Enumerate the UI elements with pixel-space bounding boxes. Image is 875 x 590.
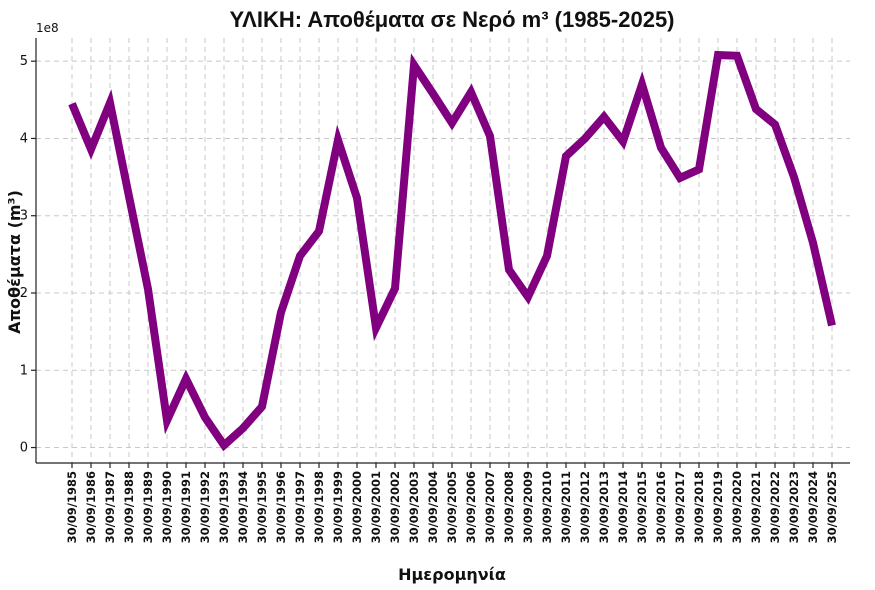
x-tick-label: 30/09/2010: [540, 471, 554, 543]
y-axis-label: Αποθέματα (m³): [5, 190, 24, 334]
x-tick-label: 30/09/2018: [692, 471, 706, 543]
x-tick-label: 30/09/2001: [369, 471, 383, 543]
x-tick-label: 30/09/2005: [445, 471, 459, 543]
x-tick-label: 30/09/2015: [635, 471, 649, 543]
x-tick-label: 30/09/2009: [521, 471, 535, 543]
x-tick-label: 30/09/1985: [65, 471, 79, 543]
y-tick-label: 2: [20, 286, 28, 301]
x-tick-label: 30/09/2019: [711, 471, 725, 543]
x-tick-label: 30/09/2021: [749, 471, 763, 543]
x-tick-label: 30/09/1990: [160, 471, 174, 543]
x-tick-label: 30/09/1996: [274, 471, 288, 543]
x-axis-label: Ημερομηνία: [398, 565, 506, 584]
y-offset-label: 1e8: [36, 21, 59, 35]
y-tick-label: 0: [20, 441, 28, 456]
x-tick-label: 30/09/2014: [616, 471, 630, 543]
x-tick-label: 30/09/1997: [293, 471, 307, 543]
x-tick-label: 30/09/1993: [217, 471, 231, 543]
x-tick-label: 30/09/2011: [559, 471, 573, 543]
x-tick-label: 30/09/1998: [312, 471, 326, 543]
x-tick-label: 30/09/2017: [673, 471, 687, 543]
x-tick-label: 30/09/1994: [236, 471, 250, 543]
x-tick-label: 30/09/2025: [825, 471, 839, 543]
x-tick-label: 30/09/2006: [464, 471, 478, 543]
x-tick-label: 30/09/2004: [426, 471, 440, 543]
chart-title: ΥΛΙΚΗ: Αποθέματα σε Νερό m³ (1985-2025): [229, 7, 674, 32]
x-tick-label: 30/09/1995: [255, 471, 269, 543]
x-tick-label: 30/09/2012: [578, 471, 592, 543]
x-tick-label: 30/09/1999: [331, 471, 345, 543]
y-tick-label: 1: [20, 363, 28, 378]
x-tick-label: 30/09/1992: [198, 471, 212, 543]
x-tick-label: 30/09/2016: [654, 471, 668, 543]
x-tick-label: 30/09/2008: [502, 471, 516, 543]
x-tick-label: 30/09/2000: [350, 471, 364, 543]
x-tick-label: 30/09/1987: [103, 471, 117, 543]
x-tick-label: 30/09/2007: [483, 471, 497, 543]
axes: 0 1 2 3 4 5 30/09/1985 30/09/1986 30/09/1987 30/0…: [20, 38, 850, 543]
y-tick-label: 4: [20, 131, 28, 146]
x-tick-label: 30/09/1991: [179, 471, 193, 543]
x-tick-label: 30/09/1986: [84, 471, 98, 543]
y-tick-label: 5: [20, 54, 28, 69]
x-tick-label: 30/09/2013: [597, 471, 611, 543]
x-tick-label: 30/09/1989: [141, 471, 155, 543]
x-tick-label: 30/09/2022: [768, 471, 782, 543]
x-tick-label: 30/09/2003: [407, 471, 421, 543]
x-tick-label: 30/09/2020: [730, 471, 744, 543]
x-tick-label: 30/09/2024: [806, 471, 820, 543]
series-layer: [68, 50, 836, 452]
x-tick-label: 30/09/2023: [787, 471, 801, 543]
x-tick-label: 30/09/1988: [122, 471, 136, 543]
y-tick-label: 3: [20, 209, 28, 224]
x-tick-label: 30/09/2002: [388, 471, 402, 543]
